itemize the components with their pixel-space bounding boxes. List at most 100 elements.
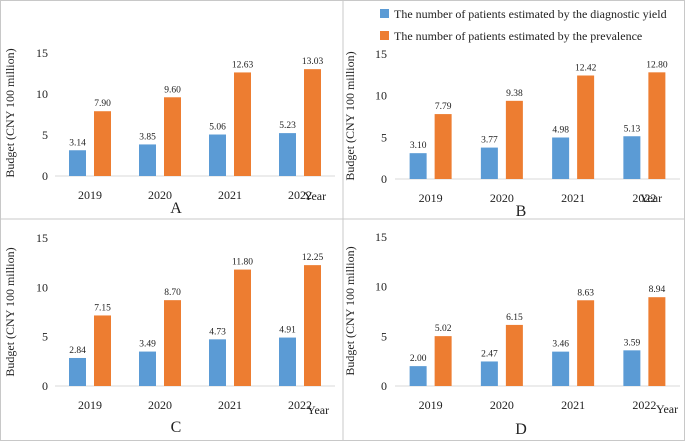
bar-prevalence xyxy=(234,72,251,176)
panel-letter: D xyxy=(515,421,527,438)
bar-diagnostic-yield xyxy=(623,350,641,386)
x-axis-label: Year xyxy=(640,191,662,205)
bar-diagnostic-yield xyxy=(279,337,296,386)
bar-prevalence xyxy=(577,75,595,179)
x-category-label: 2019 xyxy=(419,191,443,205)
data-label: 3.10 xyxy=(410,141,427,151)
y-tick-label: 15 xyxy=(375,230,387,244)
data-label: 5.13 xyxy=(624,124,641,134)
legend-swatch-series1 xyxy=(380,9,389,18)
bar-diagnostic-yield xyxy=(69,357,86,386)
x-category-label: 2020 xyxy=(148,398,172,412)
data-label: 2.00 xyxy=(410,354,427,364)
y-tick-label: 15 xyxy=(36,231,48,245)
bar-prevalence xyxy=(505,100,523,179)
data-label: 6.15 xyxy=(506,313,523,323)
data-label: 3.46 xyxy=(552,340,569,350)
data-label: 4.73 xyxy=(209,327,226,337)
data-label: 3.14 xyxy=(69,138,86,148)
y-tick-label: 0 xyxy=(42,379,48,393)
data-label: 9.38 xyxy=(506,89,523,99)
y-tick-label: 15 xyxy=(375,47,387,61)
y-tick-label: 0 xyxy=(42,169,48,183)
legend: The number of patients estimated by the … xyxy=(380,7,667,43)
panel-letter: B xyxy=(516,203,527,220)
bar-diagnostic-yield xyxy=(279,133,296,176)
y-axis-label: Budget (CNY 100 million) xyxy=(3,247,17,376)
data-label: 3.59 xyxy=(624,338,641,348)
data-label: 3.77 xyxy=(481,136,498,146)
panel-letter: C xyxy=(171,419,182,436)
data-label: 5.06 xyxy=(209,123,226,133)
x-category-label: 2022 xyxy=(288,188,312,202)
panel-d: 0 5 10 15 Budget (CNY 100 million) 2.00 5.02 20… xyxy=(343,230,680,438)
bar-prevalence xyxy=(94,315,111,386)
bar-prevalence xyxy=(164,300,181,386)
data-label: 12.25 xyxy=(302,253,324,263)
data-label: 7.90 xyxy=(94,99,111,109)
x-category-label: 2021 xyxy=(218,398,242,412)
y-tick-label: 15 xyxy=(36,46,48,60)
data-label: 2.84 xyxy=(69,346,86,356)
data-label: 8.63 xyxy=(577,288,594,298)
x-category-label: 2022 xyxy=(288,398,312,412)
data-label: 7.15 xyxy=(94,303,111,313)
bar-diagnostic-yield xyxy=(552,137,570,179)
data-label: 3.85 xyxy=(139,132,156,142)
bar-prevalence xyxy=(304,69,321,176)
panel-a: 0 5 10 15 Budget (CNY 100 million) 3.14 7.90 20… xyxy=(3,46,335,217)
x-axis-label: Year xyxy=(304,189,326,203)
bar-diagnostic-yield xyxy=(209,339,226,386)
panel-letter: A xyxy=(170,200,182,217)
panel-b: 0 5 10 15 Budget (CNY 100 million) 3.10 7.79 20… xyxy=(343,47,680,220)
x-category-label: 2021 xyxy=(218,188,242,202)
x-category-label: 2019 xyxy=(78,188,102,202)
data-label: 3.49 xyxy=(139,340,156,350)
x-axis-label: Year xyxy=(307,403,329,417)
legend-swatch-series2 xyxy=(380,31,389,40)
bar-prevalence xyxy=(434,336,452,386)
data-label: 12.80 xyxy=(646,60,668,70)
x-category-label: 2021 xyxy=(561,398,585,412)
data-label: 5.02 xyxy=(435,324,452,334)
y-tick-label: 5 xyxy=(42,128,48,142)
x-category-label: 2020 xyxy=(148,188,172,202)
bar-prevalence xyxy=(434,114,452,179)
bar-diagnostic-yield xyxy=(209,134,226,176)
bar-prevalence xyxy=(648,297,666,386)
x-category-label: 2022 xyxy=(632,191,656,205)
data-label: 11.80 xyxy=(232,258,253,268)
y-tick-label: 0 xyxy=(381,172,387,186)
data-label: 9.60 xyxy=(164,85,181,95)
x-category-label: 2019 xyxy=(419,398,443,412)
panel-c: 0 5 10 15 Budget (CNY 100 million) 2.84 7.15 20… xyxy=(3,231,335,436)
bar-prevalence xyxy=(304,265,321,386)
bar-diagnostic-yield xyxy=(623,136,641,179)
bar-prevalence xyxy=(577,300,595,386)
bar-prevalence xyxy=(648,72,666,179)
y-tick-label: 5 xyxy=(42,330,48,344)
x-category-label: 2019 xyxy=(78,398,102,412)
y-tick-label: 10 xyxy=(375,89,387,103)
data-label: 8.70 xyxy=(164,288,181,298)
y-tick-label: 10 xyxy=(36,280,48,294)
bar-prevalence xyxy=(505,324,523,386)
x-category-label: 2020 xyxy=(490,398,514,412)
data-label: 7.79 xyxy=(435,102,452,112)
bar-diagnostic-yield xyxy=(552,351,570,386)
bar-diagnostic-yield xyxy=(409,366,427,386)
bar-prevalence xyxy=(164,97,181,176)
y-tick-label: 5 xyxy=(381,130,387,144)
data-label: 4.91 xyxy=(279,326,296,336)
x-category-label: 2022 xyxy=(632,398,656,412)
y-tick-label: 0 xyxy=(381,379,387,393)
y-tick-label: 10 xyxy=(375,280,387,294)
legend-label-series1: The number of patients estimated by the … xyxy=(394,7,667,21)
x-category-label: 2020 xyxy=(490,191,514,205)
y-axis-label: Budget (CNY 100 million) xyxy=(3,48,17,177)
bar-diagnostic-yield xyxy=(69,150,86,176)
data-label: 12.42 xyxy=(575,64,597,74)
legend-label-series2: The number of patients estimated by the … xyxy=(394,29,642,43)
bar-diagnostic-yield xyxy=(139,351,156,386)
